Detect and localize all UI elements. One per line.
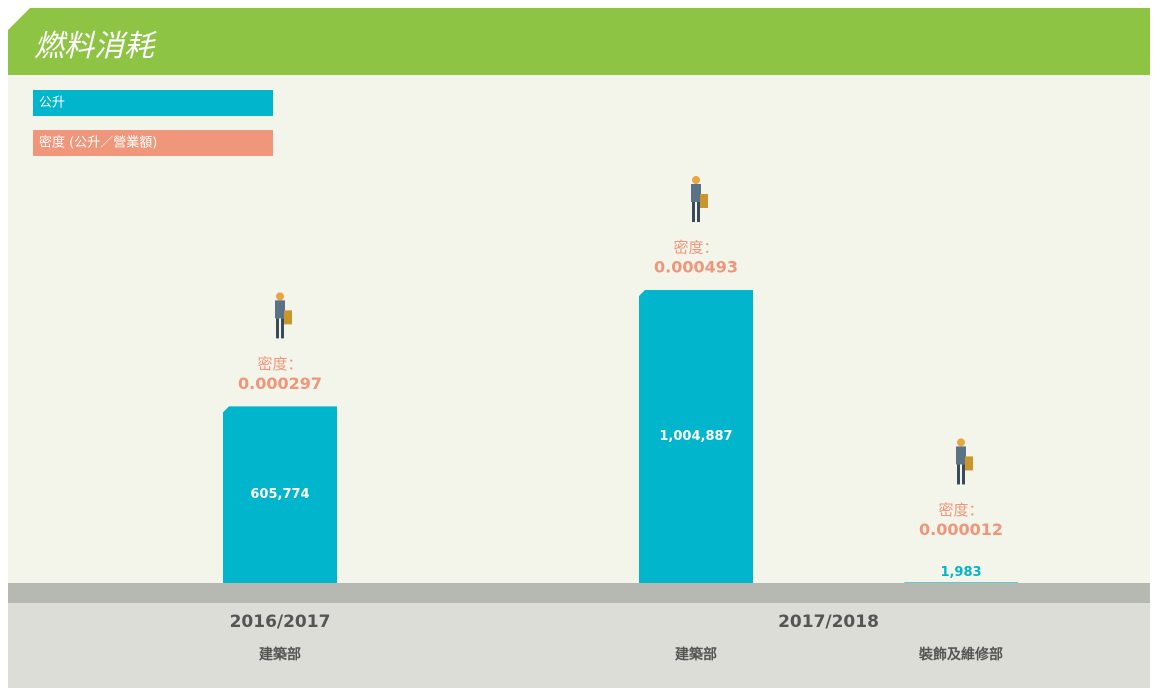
bar xyxy=(904,582,1018,583)
legend-label: 公升 xyxy=(39,96,65,111)
ground-strip xyxy=(8,583,1150,603)
bar xyxy=(639,290,753,583)
density-prefix: 密度： xyxy=(257,355,302,373)
category-label: 裝飾及維修部 xyxy=(918,646,1003,663)
value-label: 1,983 xyxy=(940,565,981,580)
worker-part xyxy=(962,464,965,485)
worker-part xyxy=(284,310,292,325)
category-band xyxy=(8,603,1150,688)
worker-part xyxy=(281,318,284,339)
worker-icon xyxy=(691,176,708,222)
worker-part xyxy=(691,184,701,202)
density-value: 0.000493 xyxy=(654,258,738,277)
legend-swatch xyxy=(33,90,273,116)
plot-background xyxy=(8,75,1150,583)
category-label: 建築部 xyxy=(675,646,717,663)
header-band xyxy=(8,8,1150,75)
density-prefix: 密度： xyxy=(673,239,718,257)
worker-part xyxy=(275,300,285,319)
worker-part xyxy=(956,446,966,465)
worker-part xyxy=(957,438,965,447)
worker-icon xyxy=(275,292,292,339)
worker-part xyxy=(700,194,708,208)
density-value: 0.000297 xyxy=(238,374,322,393)
worker-icon xyxy=(956,438,973,485)
worker-part xyxy=(692,176,700,184)
density-prefix: 密度： xyxy=(938,501,983,519)
worker-part xyxy=(276,318,279,339)
worker-part xyxy=(276,292,284,301)
group-label: 2016/2017 xyxy=(230,612,331,632)
legend-swatch xyxy=(33,130,273,156)
worker-part xyxy=(957,464,960,485)
density-value: 0.000012 xyxy=(919,520,1003,539)
group-label: 2017/2018 xyxy=(778,612,879,632)
bar xyxy=(223,406,337,583)
worker-part xyxy=(692,202,695,222)
worker-part xyxy=(965,456,973,471)
worker-part xyxy=(697,202,700,222)
value-label: 605,774 xyxy=(250,487,309,502)
legend-label: 密度 (公升／營業額) xyxy=(39,135,157,151)
value-label: 1,004,887 xyxy=(659,429,732,444)
category-label: 建築部 xyxy=(259,646,301,663)
chart-title: 燃料消耗 xyxy=(34,29,157,64)
